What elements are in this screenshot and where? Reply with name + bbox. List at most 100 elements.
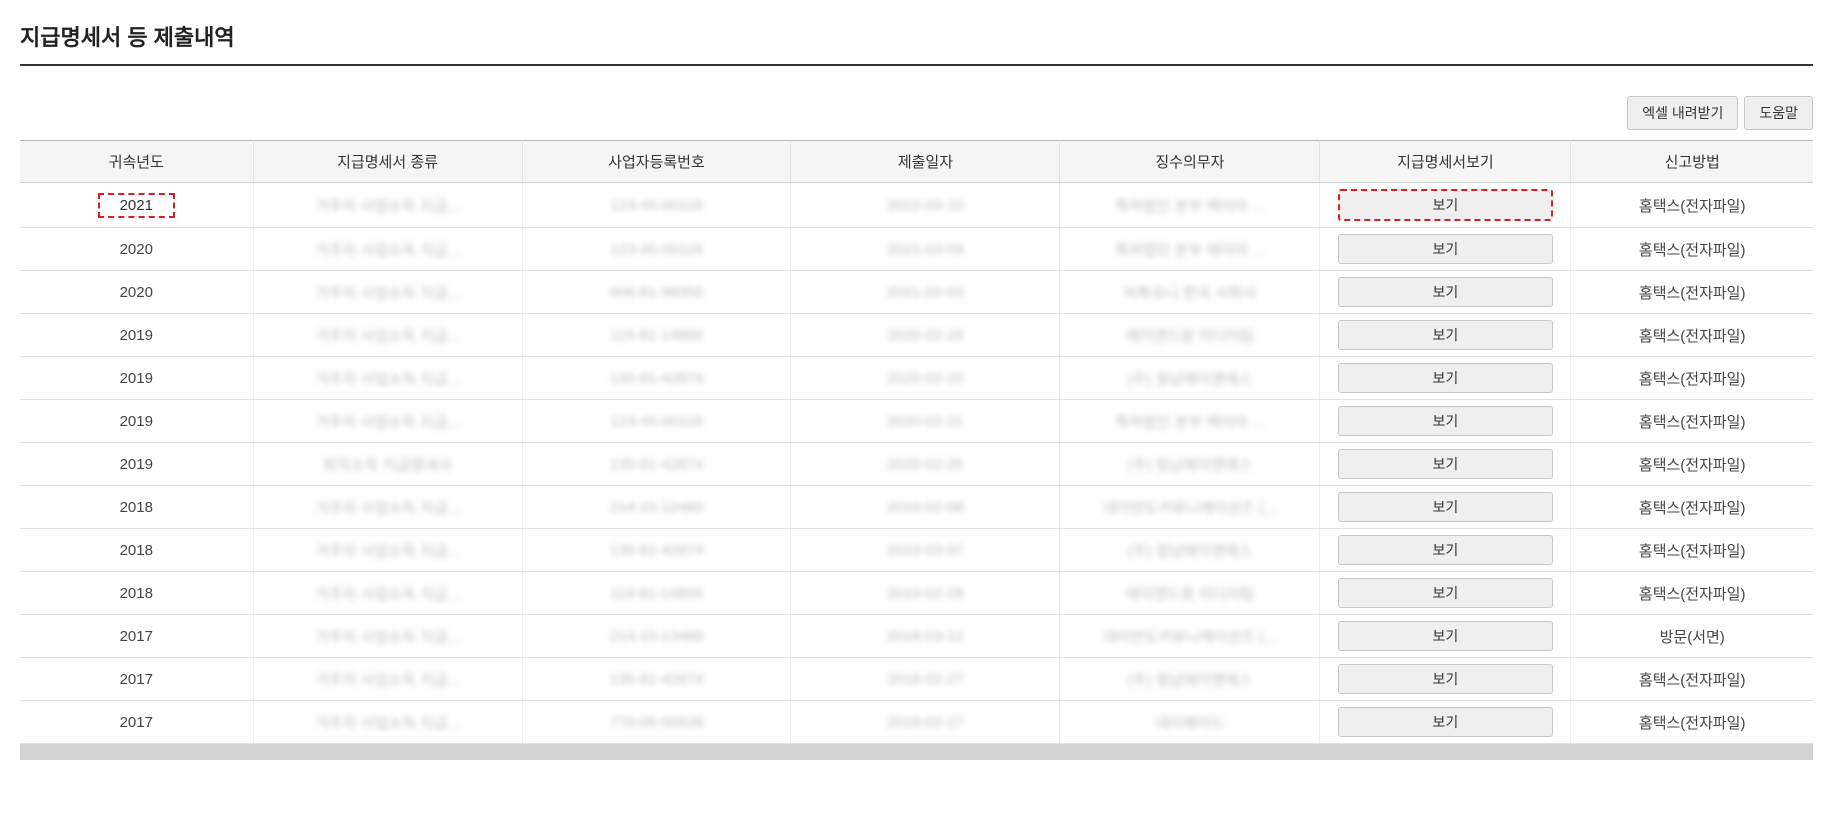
view-button[interactable]: 보기 (1338, 363, 1553, 393)
col-header-regno: 사업자등록번호 (522, 141, 791, 183)
cell-regno: 119-81-14809 (522, 572, 791, 615)
cell-method: 홈택스(전자파일) (1571, 701, 1813, 744)
blurred-text: 거주자 사업소득 지급... (315, 198, 460, 215)
table-header-row: 귀속년도 지급명세서 종류 사업자등록번호 제출일자 징수의무자 지급명세서보기… (20, 141, 1813, 183)
view-button[interactable]: 보기 (1338, 449, 1553, 479)
blurred-text: 거주자 사업소득 지급... (315, 672, 460, 689)
cell-method: 홈택스(전자파일) (1571, 357, 1813, 400)
horizontal-scrollbar[interactable] (20, 744, 1813, 760)
blurred-text: 123-45-00118 (610, 241, 702, 258)
blurred-text: 123-45-00118 (610, 197, 702, 214)
cell-year: 2020 (20, 228, 253, 271)
cell-view: 보기 (1320, 400, 1571, 443)
blurred-text: 데이먼도커뮤니케이션즈 (... (1103, 629, 1276, 646)
cell-date: 2020-02-25 (791, 357, 1060, 400)
cell-date: 2020-02-25 (791, 443, 1060, 486)
cell-year: 2018 (20, 486, 253, 529)
cell-year: 2019 (20, 400, 253, 443)
blurred-text: 에이앤드원 미디어팀 (1126, 328, 1254, 345)
cell-regno: 123-45-00118 (522, 183, 791, 228)
cell-date: 2018-03-12 (791, 615, 1060, 658)
blurred-text: 2018-02-27 (887, 671, 964, 688)
view-button[interactable]: 보기 (1338, 277, 1553, 307)
blurred-text: 에이앤드원 미디어팀 (1126, 586, 1254, 603)
view-button[interactable]: 보기 (1338, 406, 1553, 436)
cell-regno: 123-45-00118 (522, 228, 791, 271)
cell-type: 거주자 사업소득 지급... (253, 572, 522, 615)
table-row: 2019거주자 사업소득 지급... 123-45-00118 2020-02-21… (20, 400, 1813, 443)
table-row: 2019퇴직소득 지급명세서135-81-428742020-02-25(주) … (20, 443, 1813, 486)
blurred-text: 135-81-42874 (610, 671, 703, 688)
blurred-text: (주) 청남에이앤에스 (1128, 371, 1253, 388)
view-button[interactable]: 보기 (1338, 492, 1553, 522)
cell-view: 보기 (1320, 271, 1571, 314)
cell-regno: 606-81-98356 (522, 271, 791, 314)
view-button[interactable]: 보기 (1338, 664, 1553, 694)
view-button[interactable]: 보기 (1338, 320, 1553, 350)
cell-type: 거주자 사업소득 지급... (253, 400, 522, 443)
cell-method: 홈택스(전자파일) (1571, 572, 1813, 615)
table-row: 2021거주자 사업소득 지급...123-45-001182022-03-10… (20, 183, 1813, 228)
cell-year: 2017 (20, 615, 253, 658)
cell-year: 2018 (20, 529, 253, 572)
cell-regno: 214-15-12489 (522, 486, 791, 529)
blurred-text: 119-81-14866 (610, 327, 702, 344)
table-row: 2018거주자 사업소득 지급... 119-81-14809 2019-02-28… (20, 572, 1813, 615)
cell-year: 2019 (20, 443, 253, 486)
cell-method: 방문(서면) (1571, 615, 1813, 658)
col-header-view: 지급명세서보기 (1320, 141, 1571, 183)
col-header-agent: 징수의무자 (1060, 141, 1320, 183)
blurred-text: 214-15-13489 (610, 628, 703, 645)
view-button[interactable]: 보기 (1338, 189, 1553, 221)
cell-regno: 770-06-00928 (522, 701, 791, 744)
cell-agent: (주) 청남에이앤에스 (1060, 443, 1320, 486)
help-button[interactable]: 도움말 (1744, 96, 1813, 130)
cell-year: 2018 (20, 572, 253, 615)
view-button[interactable]: 보기 (1338, 234, 1553, 264)
cell-date: 2018-02-27 (791, 658, 1060, 701)
blurred-text: (주) 청남에이앤에스 (1128, 672, 1253, 689)
blurred-text: 데이먼도커뮤니케이션즈 (... (1103, 500, 1276, 517)
cell-method: 홈택스(전자파일) (1571, 314, 1813, 357)
cell-method: 홈택스(전자파일) (1571, 183, 1813, 228)
cell-year: 2017 (20, 658, 253, 701)
blurred-text: 2020-02-21 (887, 413, 964, 430)
cell-method: 홈택스(전자파일) (1571, 400, 1813, 443)
cell-date: 2020-02-21 (791, 400, 1060, 443)
cell-regno: 135-81-42874 (522, 357, 791, 400)
col-header-year: 귀속년도 (20, 141, 253, 183)
blurred-text: 2021-02-03 (887, 284, 964, 301)
blurred-text: 특허법인 본부 에이아 ... (1115, 198, 1264, 215)
cell-method: 홈택스(전자파일) (1571, 443, 1813, 486)
cell-regno: 123-45-00118 (522, 400, 791, 443)
cell-type: 거주자 사업소득 지급... (253, 658, 522, 701)
blurred-text: 2019-02-28 (887, 585, 964, 602)
excel-download-button[interactable]: 엑셀 내려받기 (1627, 96, 1738, 130)
cell-year: 2020 (20, 271, 253, 314)
cell-method: 홈택스(전자파일) (1571, 228, 1813, 271)
blurred-text: 135-81-42874 (610, 370, 703, 387)
view-button[interactable]: 보기 (1338, 578, 1553, 608)
blurred-text: 123-45-00118 (610, 413, 702, 430)
blurred-text: 2018-03-12 (887, 628, 964, 645)
cell-date: 2021-03-09 (791, 228, 1060, 271)
blurred-text: 119-81-14809 (610, 585, 702, 602)
cell-view: 보기 (1320, 529, 1571, 572)
view-button[interactable]: 보기 (1338, 535, 1553, 565)
blurred-text: 2020-02-29 (887, 327, 964, 344)
cell-regno: 135-81-42874 (522, 443, 791, 486)
table-row: 2019거주자 사업소득 지급...135-81-428742020-02-25… (20, 357, 1813, 400)
view-button[interactable]: 보기 (1338, 707, 1553, 737)
cell-type: 거주자 사업소득 지급... (253, 701, 522, 744)
cell-view: 보기 (1320, 357, 1571, 400)
col-header-type: 지급명세서 종류 (253, 141, 522, 183)
view-button[interactable]: 보기 (1338, 621, 1553, 651)
cell-regno: 135-81-42874 (522, 529, 791, 572)
blurred-text: 거주자 사업소득 지급... (315, 371, 460, 388)
cell-view: 보기 (1320, 443, 1571, 486)
cell-view: 보기 (1320, 658, 1571, 701)
blurred-text: 네이메이드 (1155, 715, 1224, 732)
blurred-text: (주) 청남에이앤에스 (1128, 457, 1253, 474)
table-row: 2020거주자 사업소득 지급...606-81-983562021-02-03… (20, 271, 1813, 314)
blurred-text: 2019-03-07 (887, 542, 964, 559)
